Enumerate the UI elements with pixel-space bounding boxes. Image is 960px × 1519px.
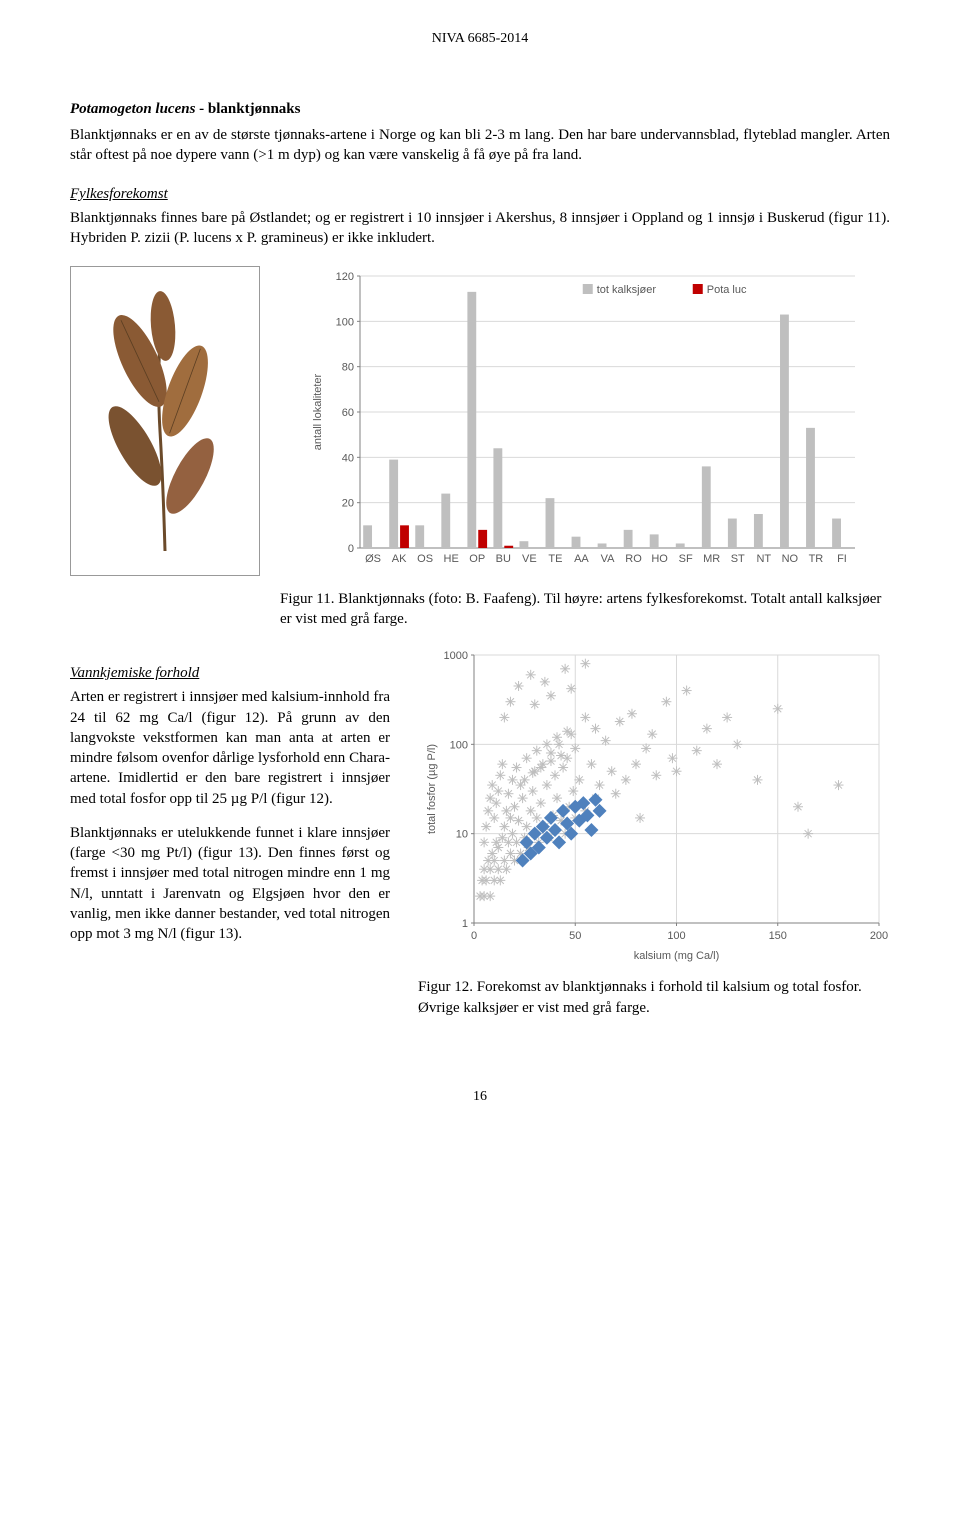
svg-text:antall lokaliteter: antall lokaliteter	[312, 374, 324, 451]
two-column-section: Vannkjemiske forhold Arten er registrert…	[70, 645, 890, 1018]
svg-text:100: 100	[667, 930, 685, 942]
fylkes-heading: Fylkesforekomst	[70, 184, 890, 204]
species-common: blanktjønnaks	[208, 101, 301, 117]
svg-text:FI: FI	[837, 553, 847, 565]
svg-text:150: 150	[769, 930, 787, 942]
svg-text:BU: BU	[496, 553, 511, 565]
svg-text:0: 0	[471, 930, 477, 942]
left-text-column: Vannkjemiske forhold Arten er registrert…	[70, 645, 390, 1018]
svg-text:OP: OP	[469, 553, 485, 565]
scatter-column: 1 10 100 1000 0 50 100 150 200	[418, 645, 890, 1018]
vann-para-1: Arten er registrert i innsjøer med kalsi…	[70, 687, 390, 809]
svg-text:AA: AA	[574, 553, 589, 565]
report-header: NIVA 6685-2014	[70, 30, 890, 49]
svg-text:TR: TR	[809, 553, 824, 565]
figure-11-row: 0 20 40 60 80 100 120 ØS AK OS HE OP BU VE TE AA VA RO HO S…	[70, 266, 890, 629]
plant-illustration	[85, 281, 245, 561]
svg-text:NT: NT	[756, 553, 771, 565]
svg-text:100: 100	[450, 739, 468, 751]
svg-text:80: 80	[342, 362, 354, 374]
svg-text:RO: RO	[625, 553, 642, 565]
svg-text:200: 200	[870, 930, 888, 942]
svg-text:VA: VA	[601, 553, 616, 565]
svg-text:ØS: ØS	[365, 553, 381, 565]
svg-text:0: 0	[348, 543, 354, 555]
svg-text:120: 120	[336, 271, 354, 283]
svg-text:TE: TE	[548, 553, 562, 565]
svg-text:Pota luc: Pota luc	[707, 284, 747, 296]
svg-text:50: 50	[569, 930, 581, 942]
svg-text:HE: HE	[444, 553, 459, 565]
svg-text:1: 1	[462, 918, 468, 930]
species-title: Potamogeton lucens - blanktjønnaks	[70, 99, 890, 119]
svg-text:60: 60	[342, 407, 354, 419]
svg-text:MR: MR	[703, 553, 720, 565]
vann-para-2: Blanktjønnaks er utelukkende funnet i kl…	[70, 823, 390, 945]
page-number: 16	[70, 1088, 890, 1107]
plant-photo	[70, 266, 260, 576]
svg-text:HO: HO	[651, 553, 668, 565]
svg-text:OS: OS	[417, 553, 433, 565]
svg-text:100: 100	[336, 317, 354, 329]
title-dash: -	[195, 101, 208, 117]
intro-paragraph: Blanktjønnaks er en av de største tjønna…	[70, 125, 890, 166]
fig11-caption: Figur 11. Blanktjønnaks (foto: B. Faafen…	[280, 589, 890, 630]
svg-text:kalsium (mg Ca/l): kalsium (mg Ca/l)	[634, 950, 720, 962]
svg-text:SF: SF	[679, 553, 693, 565]
fylkes-paragraph: Blanktjønnaks finnes bare på Østlandet; …	[70, 208, 890, 249]
bar-chart-fig11: 0 20 40 60 80 100 120 ØS AK OS HE OP BU VE TE AA VA RO HO S…	[280, 266, 890, 576]
svg-text:AK: AK	[392, 553, 407, 565]
svg-text:10: 10	[456, 829, 468, 841]
fig12-caption: Figur 12. Forekomst av blanktjønnaks i f…	[418, 977, 890, 1018]
svg-text:total fosfor (µg P/l): total fosfor (µg P/l)	[426, 744, 438, 834]
svg-text:VE: VE	[522, 553, 537, 565]
svg-text:tot kalksjøer: tot kalksjøer	[597, 284, 657, 296]
svg-text:40: 40	[342, 453, 354, 465]
svg-text:20: 20	[342, 498, 354, 510]
bar-chart-column: 0 20 40 60 80 100 120 ØS AK OS HE OP BU VE TE AA VA RO HO S…	[280, 266, 890, 629]
svg-text:1000: 1000	[444, 650, 468, 662]
svg-text:NO: NO	[782, 553, 799, 565]
vann-heading: Vannkjemiske forhold	[70, 663, 390, 683]
scatter-chart-fig12: 1 10 100 1000 0 50 100 150 200	[418, 645, 890, 965]
species-latin: Potamogeton lucens	[70, 101, 195, 117]
svg-text:ST: ST	[731, 553, 745, 565]
